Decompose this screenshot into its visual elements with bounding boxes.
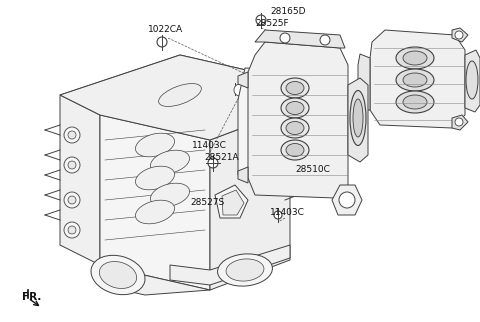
Ellipse shape bbox=[217, 254, 273, 286]
Ellipse shape bbox=[150, 183, 190, 207]
Ellipse shape bbox=[281, 98, 309, 118]
Text: 11403C: 11403C bbox=[192, 141, 227, 150]
Ellipse shape bbox=[268, 85, 282, 95]
Polygon shape bbox=[255, 30, 345, 48]
Ellipse shape bbox=[286, 81, 304, 94]
Circle shape bbox=[68, 161, 76, 169]
Polygon shape bbox=[60, 95, 100, 265]
Circle shape bbox=[157, 37, 167, 47]
Ellipse shape bbox=[264, 119, 286, 135]
Polygon shape bbox=[358, 54, 370, 110]
Ellipse shape bbox=[403, 95, 427, 109]
Ellipse shape bbox=[99, 261, 137, 289]
Polygon shape bbox=[210, 110, 290, 290]
Polygon shape bbox=[222, 190, 244, 215]
Polygon shape bbox=[248, 42, 348, 198]
Ellipse shape bbox=[268, 141, 282, 151]
Polygon shape bbox=[60, 55, 290, 140]
Polygon shape bbox=[465, 50, 480, 112]
Circle shape bbox=[455, 118, 463, 126]
Ellipse shape bbox=[286, 144, 304, 156]
Polygon shape bbox=[452, 28, 468, 42]
Ellipse shape bbox=[396, 47, 434, 69]
Polygon shape bbox=[452, 115, 468, 130]
Ellipse shape bbox=[403, 51, 427, 65]
Text: 28165D: 28165D bbox=[270, 7, 305, 16]
Ellipse shape bbox=[226, 259, 264, 281]
Ellipse shape bbox=[403, 73, 427, 87]
Circle shape bbox=[68, 131, 76, 139]
Text: 11403C: 11403C bbox=[270, 208, 305, 217]
Polygon shape bbox=[238, 167, 248, 183]
Circle shape bbox=[68, 196, 76, 204]
Text: 28527S: 28527S bbox=[190, 198, 224, 207]
Ellipse shape bbox=[353, 99, 363, 137]
Polygon shape bbox=[238, 72, 248, 88]
Ellipse shape bbox=[135, 200, 175, 224]
Ellipse shape bbox=[150, 150, 190, 174]
Ellipse shape bbox=[350, 90, 366, 146]
Circle shape bbox=[455, 31, 463, 39]
Ellipse shape bbox=[264, 82, 286, 98]
Circle shape bbox=[320, 35, 330, 45]
Ellipse shape bbox=[268, 103, 282, 113]
Polygon shape bbox=[60, 55, 290, 120]
Circle shape bbox=[256, 15, 266, 25]
Circle shape bbox=[68, 226, 76, 234]
Text: FR.: FR. bbox=[22, 292, 41, 302]
Polygon shape bbox=[170, 245, 290, 285]
Polygon shape bbox=[238, 68, 320, 175]
Text: 28525F: 28525F bbox=[255, 19, 288, 28]
Circle shape bbox=[64, 157, 80, 173]
Text: 28510C: 28510C bbox=[295, 165, 330, 174]
Circle shape bbox=[274, 211, 282, 219]
Ellipse shape bbox=[135, 133, 175, 157]
Polygon shape bbox=[215, 185, 248, 218]
Circle shape bbox=[339, 192, 355, 208]
Circle shape bbox=[64, 222, 80, 238]
Ellipse shape bbox=[91, 255, 145, 295]
Ellipse shape bbox=[264, 100, 286, 116]
Circle shape bbox=[64, 192, 80, 208]
Circle shape bbox=[208, 158, 218, 168]
Polygon shape bbox=[332, 185, 362, 215]
Ellipse shape bbox=[466, 61, 478, 99]
Polygon shape bbox=[370, 30, 465, 128]
Circle shape bbox=[280, 33, 290, 43]
Text: 28521A: 28521A bbox=[204, 153, 239, 162]
Circle shape bbox=[255, 92, 265, 102]
Ellipse shape bbox=[396, 91, 434, 113]
Polygon shape bbox=[348, 78, 368, 162]
Ellipse shape bbox=[135, 166, 175, 190]
Ellipse shape bbox=[286, 121, 304, 135]
Ellipse shape bbox=[264, 138, 286, 154]
Text: 1022CA: 1022CA bbox=[148, 25, 183, 34]
Circle shape bbox=[64, 127, 80, 143]
Polygon shape bbox=[100, 115, 210, 290]
Ellipse shape bbox=[286, 101, 304, 115]
Ellipse shape bbox=[158, 84, 202, 107]
Ellipse shape bbox=[268, 122, 282, 132]
Ellipse shape bbox=[281, 140, 309, 160]
Ellipse shape bbox=[281, 78, 309, 98]
Circle shape bbox=[234, 84, 246, 96]
Ellipse shape bbox=[396, 69, 434, 91]
Polygon shape bbox=[100, 265, 210, 295]
Ellipse shape bbox=[281, 118, 309, 138]
